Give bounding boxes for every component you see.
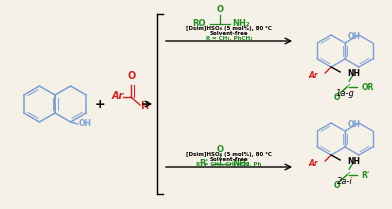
Text: H: H: [140, 101, 148, 111]
Text: R': R': [361, 171, 369, 180]
Text: O: O: [216, 145, 223, 154]
Text: R': R': [199, 159, 208, 168]
Text: NH: NH: [347, 157, 360, 166]
Text: O: O: [216, 5, 223, 14]
Text: OR: OR: [361, 83, 374, 92]
Text: Solvent-free: Solvent-free: [210, 157, 248, 162]
Text: RO: RO: [192, 19, 206, 28]
Text: O: O: [334, 181, 340, 190]
Text: OH: OH: [348, 120, 361, 129]
Text: 1a-g: 1a-g: [336, 89, 354, 98]
Text: Ar: Ar: [309, 158, 318, 167]
Text: O: O: [334, 93, 340, 102]
Text: R' = CH₃, CH₂=CH, Ph: R' = CH₃, CH₂=CH, Ph: [196, 162, 262, 167]
Text: NH₂: NH₂: [232, 19, 250, 28]
Text: Ar: Ar: [112, 91, 124, 101]
Text: Solvent-free: Solvent-free: [210, 31, 248, 36]
Text: R = CH₃, PhCH₂: R = CH₃, PhCH₂: [206, 36, 252, 41]
Text: [Dsim]HSO₄ (5 mol%), 80 °C: [Dsim]HSO₄ (5 mol%), 80 °C: [186, 26, 272, 31]
Text: [Dsim]HSO₄ (5 mol%), 80 °C: [Dsim]HSO₄ (5 mol%), 80 °C: [186, 152, 272, 157]
Text: NH: NH: [347, 69, 360, 78]
Text: OH: OH: [348, 32, 361, 41]
Text: O: O: [128, 71, 136, 81]
Text: +: +: [95, 98, 105, 111]
Text: OH: OH: [78, 120, 92, 129]
Text: 2a-i: 2a-i: [337, 177, 353, 186]
Text: Ar: Ar: [309, 70, 318, 79]
Text: NH₂: NH₂: [232, 159, 250, 168]
